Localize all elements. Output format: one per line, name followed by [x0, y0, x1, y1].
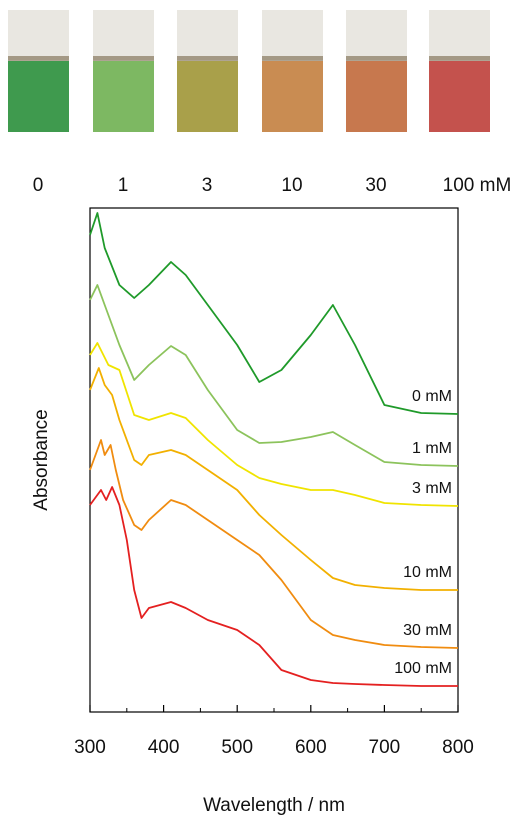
- vial-meniscus: [346, 56, 407, 62]
- spectrum-line: [89, 284, 459, 467]
- sample-label: 0: [33, 175, 44, 196]
- sample-label: 1: [118, 175, 129, 196]
- vial-solution: [262, 61, 323, 132]
- spectrum-line: [89, 439, 459, 649]
- vial-top: [177, 10, 238, 60]
- series-label: 1 mM: [412, 440, 452, 457]
- vial-meniscus: [429, 56, 490, 62]
- vial-meniscus: [93, 56, 154, 62]
- vial-meniscus: [8, 56, 69, 62]
- spectrum-line: [89, 212, 459, 415]
- vial-top: [93, 10, 154, 60]
- x-tick-label: 800: [442, 737, 474, 758]
- x-tick-label: 300: [74, 737, 106, 758]
- vial-top: [429, 10, 490, 60]
- series-label: 10 mM: [403, 564, 452, 581]
- x-axis-label: Wavelength / nm: [203, 795, 345, 816]
- vial-top: [346, 10, 407, 60]
- x-tick-label: 700: [369, 737, 401, 758]
- sample-label: 10: [281, 175, 302, 196]
- x-tick-label: 500: [221, 737, 253, 758]
- vial-meniscus: [262, 56, 323, 62]
- sample-label: 30: [365, 175, 386, 196]
- series-label: 30 mM: [403, 622, 452, 639]
- vial-top: [8, 10, 69, 60]
- vial-solution: [93, 61, 154, 132]
- spectrum-line: [89, 367, 458, 591]
- vial-meniscus: [177, 56, 238, 62]
- x-tick-label: 400: [148, 737, 180, 758]
- series-label: 3 mM: [412, 480, 452, 497]
- y-axis-label: Absorbance: [31, 409, 52, 510]
- series-label: 0 mM: [412, 388, 452, 405]
- sample-label: 100 mM: [443, 175, 512, 196]
- sample-label: 3: [202, 175, 213, 196]
- vial-solution: [177, 61, 238, 132]
- vial-top: [262, 10, 323, 60]
- vial-solution: [8, 61, 69, 132]
- vial-solution: [346, 61, 407, 132]
- x-tick-label: 600: [295, 737, 327, 758]
- series-label: 100 mM: [394, 660, 452, 677]
- vial-solution: [429, 61, 490, 132]
- spectrum-line: [89, 342, 459, 507]
- spectrum-line: [89, 486, 458, 687]
